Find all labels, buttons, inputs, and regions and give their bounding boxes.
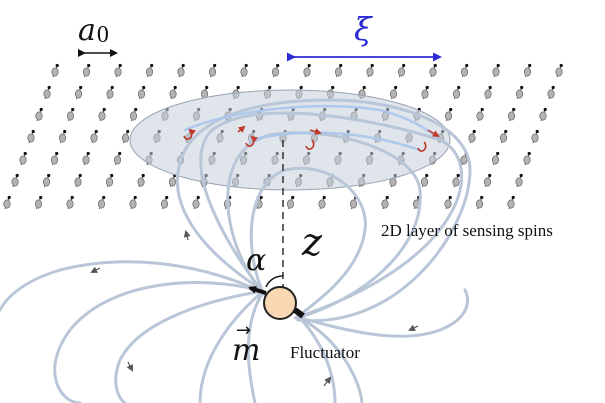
sensing-spin [82, 151, 90, 166]
sensing-spin [75, 85, 83, 100]
sensing-spin [58, 129, 67, 144]
sensing-spin [3, 195, 11, 210]
sensing-spin [83, 63, 91, 78]
moment-arrow [248, 285, 267, 295]
sensing-spin [66, 195, 74, 210]
sensing-spin [460, 63, 469, 78]
sensing-spin [209, 63, 217, 78]
sensing-spin [492, 63, 500, 78]
angle-arc [265, 275, 284, 288]
sensing-spin [137, 173, 145, 188]
sensing-spin [507, 107, 516, 122]
sensing-spin [11, 173, 19, 188]
sensing-spin [129, 195, 137, 210]
sensing-spin [366, 63, 374, 78]
sensing-spin [161, 195, 169, 210]
sensing-spin [468, 129, 476, 144]
sensing-spin [389, 85, 398, 100]
moment-label: m [232, 333, 260, 368]
angle-label: α [246, 243, 266, 278]
sensing-spin [555, 63, 563, 78]
sensing-spin [169, 85, 177, 100]
sensing-spin [98, 195, 106, 210]
sensing-spin [192, 195, 200, 210]
lattice-spacing-label: a0 [78, 13, 109, 48]
sensing-spin [420, 173, 429, 188]
field-direction-arrows [90, 230, 419, 387]
sensing-spin [50, 151, 59, 166]
sensing-spin [43, 85, 51, 100]
sensing-spin [381, 195, 389, 210]
sensing-spin [106, 85, 114, 100]
sensing-spin [303, 63, 311, 78]
sensing-spin [507, 195, 515, 210]
sensing-spin [240, 63, 248, 78]
sensing-spin [19, 151, 27, 166]
sensing-region [129, 89, 451, 191]
sensing-spin [412, 195, 421, 210]
sensing-spin [476, 107, 484, 122]
sensing-spin [429, 63, 437, 78]
sensing-spin [286, 195, 295, 210]
sensing-spin [444, 107, 453, 122]
sensing-spin [523, 63, 532, 78]
sensing-spin [177, 63, 185, 78]
sensing-spin [146, 63, 154, 78]
sensing-spin [130, 107, 138, 122]
sensing-spin [539, 107, 547, 122]
sensing-spin [397, 63, 406, 78]
sensing-spin [27, 129, 35, 144]
sensing-spin [499, 129, 508, 144]
sensing-spin [318, 195, 326, 210]
sensing-spin [523, 151, 531, 166]
sensing-spin [484, 85, 492, 100]
sensing-spin [42, 173, 51, 188]
sensing-spin [122, 129, 130, 144]
sensing-spin [531, 129, 539, 144]
sensing-spin [483, 173, 492, 188]
precession-arrows [183, 125, 440, 152]
dipole-field-lines [0, 98, 472, 403]
sensing-spin [452, 173, 460, 188]
sensing-spin [169, 173, 177, 188]
sensing-spin [271, 63, 280, 78]
sensing-spin [67, 107, 75, 122]
sensing-spin [34, 195, 43, 210]
sensing-spin [547, 85, 555, 100]
sensing-spin [421, 85, 429, 100]
sensing-spin [90, 129, 98, 144]
sensing-spin [51, 63, 59, 78]
sensing-spin [444, 195, 452, 210]
sensing-spin [460, 151, 468, 166]
sensing-spin [35, 107, 43, 122]
sensing-spin [491, 151, 500, 166]
sensing-spin [138, 85, 146, 100]
height-label: z [301, 220, 323, 264]
moment-tail [293, 307, 305, 319]
sensing-spin [452, 85, 461, 100]
sensing-spin [114, 151, 122, 166]
sensing-spin [106, 173, 114, 188]
sensing-spin [334, 63, 343, 78]
fluctuator-label: Fluctuator [290, 343, 360, 362]
sensing-spin [515, 85, 524, 100]
sensing-spin [515, 173, 523, 188]
sensing-spin [114, 63, 122, 78]
layer-label: 2D layer of sensing spins [381, 221, 553, 240]
sensing-spin [74, 173, 82, 188]
fluctuator-sphere [263, 286, 297, 320]
moment-vector-arrow-glyph: → [236, 320, 251, 341]
highlighted-field-lines [183, 104, 440, 152]
sensing-spin [475, 195, 484, 210]
correlation-length-label: ξ [354, 10, 373, 48]
sensing-spin [98, 107, 106, 122]
